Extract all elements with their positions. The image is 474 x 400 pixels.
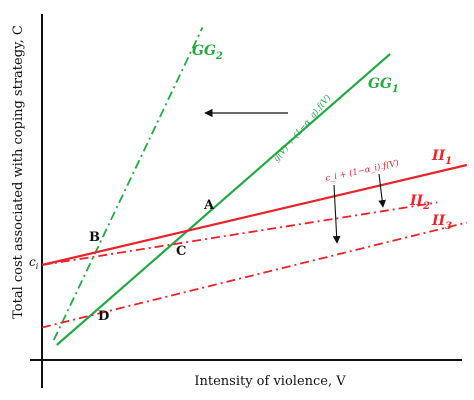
series-label-gg2-name: GG — [192, 43, 216, 59]
series-line-ii1 — [41, 163, 468, 267]
series-line-gg1 — [56, 53, 391, 346]
series-layer — [41, 27, 468, 346]
y-axis-label: Total cost associated with coping strate… — [11, 25, 26, 319]
series-line-ii3 — [41, 221, 468, 329]
point-label-b: B — [89, 230, 100, 245]
series-label-gg2: GG2 — [192, 43, 223, 62]
shift-arrow-ii-2 — [378, 173, 386, 208]
series-label-ii3-sub: 3 — [445, 221, 452, 232]
y-intercept-label: ci — [29, 255, 39, 271]
series-label-ii2: II2 — [409, 193, 430, 212]
shift-arrow-ii-1 — [332, 184, 341, 244]
series-label-gg1-name: GG — [368, 76, 392, 92]
formula-ii1: c_i + (1−α_i).f(V) — [324, 158, 399, 184]
y-intercept-letter: c — [29, 255, 36, 269]
y-intercept-subscript: i — [36, 262, 39, 271]
series-label-ii1-name: II — [431, 148, 446, 164]
series-label-ii1: II1 — [431, 148, 452, 167]
series-label-ii3: II3 — [431, 213, 452, 232]
series-label-gg1: GG1 — [368, 76, 399, 95]
series-label-gg2-sub: 2 — [215, 51, 223, 62]
series-line-gg2 — [52, 27, 204, 341]
series-label-ii3-name: II — [431, 213, 446, 229]
series-label-ii1-sub: 1 — [445, 156, 452, 167]
series-label-gg1-sub: 1 — [392, 84, 399, 95]
series-label-ii2-name: II — [409, 193, 424, 209]
point-label-a: A — [203, 198, 215, 213]
formula-gg1: g(V) + (1−α_g).f(V) — [271, 93, 333, 164]
point-label-c: C — [176, 244, 186, 259]
series-line-ii2 — [41, 201, 438, 266]
x-axis-label: Intensity of violence, V — [194, 374, 346, 389]
series-label-ii2-sub: 2 — [422, 201, 430, 212]
point-label-d: D — [98, 309, 109, 324]
